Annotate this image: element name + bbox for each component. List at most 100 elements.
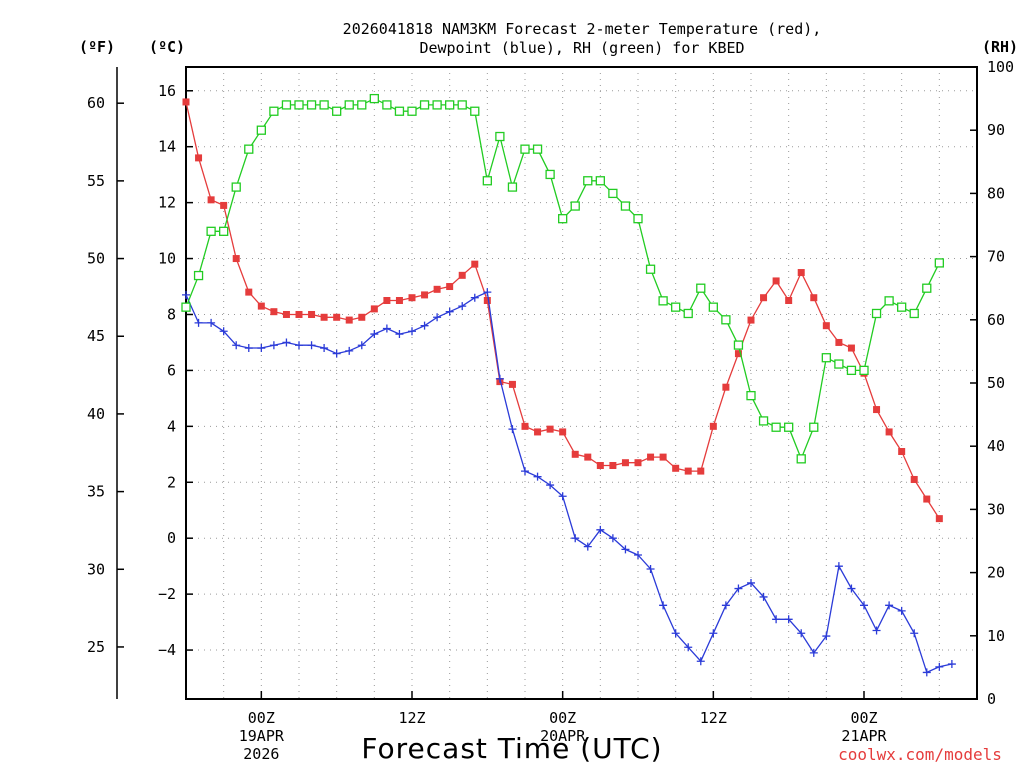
- rh-point: [810, 423, 818, 431]
- 2-meter-temperature-point: [270, 308, 277, 315]
- fahrenheit-tick-label: 60: [87, 94, 105, 112]
- celsius-tick-label: −4: [158, 641, 176, 659]
- rh-point: [709, 303, 717, 311]
- rh-point: [245, 145, 253, 153]
- rh-point: [496, 133, 504, 141]
- fahrenheit-unit-label: (ºF): [79, 38, 115, 56]
- 2-meter-temperature-point: [534, 428, 541, 435]
- 2-meter-temperature-point: [296, 311, 303, 318]
- celsius-tick-label: 6: [167, 361, 176, 379]
- rh-point: [935, 259, 943, 267]
- 2-meter-temperature-point: [371, 305, 378, 312]
- rh-point: [559, 215, 567, 223]
- rh-point: [220, 227, 228, 235]
- 2-meter-temperature-point: [609, 462, 616, 469]
- rh-point: [734, 341, 742, 349]
- fahrenheit-tick-label: 45: [87, 327, 105, 345]
- rh-point: [534, 145, 542, 153]
- celsius-tick-label: 2: [167, 473, 176, 491]
- rh-point: [282, 101, 290, 109]
- rh-point: [822, 354, 830, 362]
- rh-point: [747, 392, 755, 400]
- rh-point: [672, 303, 680, 311]
- rh-tick-label: 100: [987, 58, 1014, 76]
- rh-point: [910, 309, 918, 317]
- 2-meter-temperature-point: [710, 423, 717, 430]
- rh-point: [195, 272, 203, 280]
- x-tick-label-year: 2026: [243, 745, 279, 763]
- rh-unit-label: (RH): [982, 38, 1018, 56]
- 2-meter-temperature-point: [697, 468, 704, 475]
- fahrenheit-tick-label: 35: [87, 483, 105, 501]
- 2-meter-temperature-point: [409, 294, 416, 301]
- rh-point: [898, 303, 906, 311]
- 2-meter-temperature-point: [635, 459, 642, 466]
- rh-tick-label: 90: [987, 121, 1005, 139]
- rh-point: [508, 183, 516, 191]
- 2-meter-temperature-point: [835, 339, 842, 346]
- 2-meter-temperature-point: [321, 314, 328, 321]
- rh-point: [797, 455, 805, 463]
- rh-tick-label: 80: [987, 184, 1005, 202]
- 2-meter-temperature-point: [936, 515, 943, 522]
- 2-meter-temperature-point: [886, 428, 893, 435]
- 2-meter-temperature-point: [383, 297, 390, 304]
- rh-point: [584, 177, 592, 185]
- 2-meter-temperature-point: [308, 311, 315, 318]
- 2-meter-temperature-point: [597, 462, 604, 469]
- x-tick-label-date: 21APR: [841, 727, 887, 745]
- rh-tick-label: 70: [987, 248, 1005, 266]
- x-tick-label-date: 19APR: [239, 727, 285, 745]
- x-axis-label: Forecast Time (UTC): [361, 732, 662, 765]
- 2-meter-temperature-point: [195, 154, 202, 161]
- fahrenheit-tick-label: 25: [87, 638, 105, 656]
- 2-meter-temperature-point: [660, 454, 667, 461]
- rh-point: [847, 366, 855, 374]
- rh-point: [232, 183, 240, 191]
- 2-meter-temperature-point: [798, 269, 805, 276]
- x-tick-label-time: 00Z: [248, 709, 275, 727]
- rh-point: [609, 189, 617, 197]
- 2-meter-temperature-point: [923, 496, 930, 503]
- 2-meter-temperature-point: [873, 406, 880, 413]
- 2-meter-temperature-point: [208, 196, 215, 203]
- 2-meter-temperature-point: [446, 283, 453, 290]
- 2-meter-temperature-point: [911, 476, 918, 483]
- 2-meter-temperature-point: [823, 322, 830, 329]
- rh-point: [722, 316, 730, 324]
- 2-meter-temperature-point: [898, 448, 905, 455]
- celsius-tick-label: 8: [167, 305, 176, 323]
- 2-meter-temperature-point: [773, 277, 780, 284]
- 2-meter-temperature-point: [722, 384, 729, 391]
- rh-point: [182, 303, 190, 311]
- celsius-unit-label: (ºC): [149, 38, 185, 56]
- 2-meter-temperature-point: [509, 381, 516, 388]
- rh-point: [772, 423, 780, 431]
- 2-meter-temperature-point: [547, 426, 554, 433]
- rh-point: [446, 101, 454, 109]
- rh-point: [207, 227, 215, 235]
- rh-point: [295, 101, 303, 109]
- rh-point: [621, 202, 629, 210]
- rh-point: [860, 366, 868, 374]
- rh-point: [546, 170, 554, 178]
- rh-point: [395, 107, 403, 115]
- rh-tick-label: 20: [987, 564, 1005, 582]
- rh-tick-label: 50: [987, 374, 1005, 392]
- fahrenheit-tick-label: 40: [87, 405, 105, 423]
- rh-point: [483, 177, 491, 185]
- 2-meter-temperature-point: [785, 297, 792, 304]
- rh-point: [697, 284, 705, 292]
- rh-point: [471, 107, 479, 115]
- 2-meter-temperature-point: [584, 454, 591, 461]
- x-tick-label-time: 12Z: [700, 709, 727, 727]
- 2-meter-temperature-point: [434, 286, 441, 293]
- rh-point: [270, 107, 278, 115]
- rh-point: [370, 95, 378, 103]
- fahrenheit-tick-label: 30: [87, 560, 105, 578]
- 2-meter-temperature-point: [333, 314, 340, 321]
- 2-meter-temperature-point: [748, 317, 755, 324]
- chart-title-line1: 2026041818 NAM3KM Forecast 2-meter Tempe…: [343, 20, 822, 38]
- celsius-tick-label: 10: [158, 250, 176, 268]
- rh-point: [835, 360, 843, 368]
